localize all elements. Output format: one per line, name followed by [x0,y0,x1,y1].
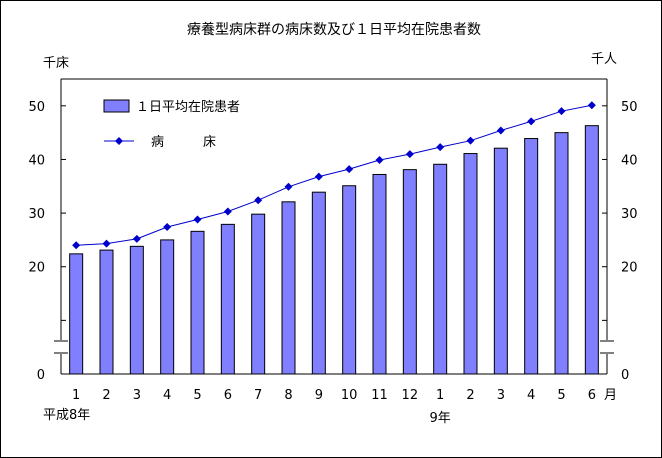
x-tick-label: 3 [133,388,141,403]
bar [129,245,144,375]
year-label: 平成8年 [43,408,90,423]
bar [311,191,326,375]
x-tick-label: 6 [224,388,232,403]
bar [554,132,569,375]
left-axis-tick-labels: 0 20 30 40 50 [28,100,45,383]
line-point [102,239,111,248]
line-point [72,241,81,250]
bar [524,138,539,375]
x-tick-label: 1 [436,388,444,403]
left-tick-label: 30 [28,207,45,222]
right-axis-tick-marks [602,105,607,375]
line-point [314,172,323,181]
x-tick-label: 7 [254,388,262,403]
line-point [496,126,505,135]
left-tick-label: 20 [28,261,45,276]
left-axis-tick-marks [61,105,66,375]
bar [493,147,508,375]
bar [402,169,417,375]
bar [69,253,84,375]
bar [433,163,448,375]
x-tick-label: 4 [527,388,535,403]
month-suffix: 月 [604,388,617,403]
x-tick-label: 3 [497,388,505,403]
x-tick-label: 12 [402,388,419,403]
line-point [557,107,566,116]
legend: １日平均在院患者 病 床 [103,99,240,150]
left-axis-unit: 千床 [43,56,69,71]
left-tick-label: 40 [28,153,45,168]
x-tick-label: 6 [588,388,596,403]
legend-line-label: 病 床 [151,135,216,150]
right-axis-break [600,340,614,354]
right-axis-tick-labels: 0 20 30 40 50 [621,100,638,383]
bar [281,201,296,375]
bar [220,223,235,375]
x-tick-label: 10 [341,388,358,403]
line-point [132,234,141,243]
legend-bar-label: １日平均在院患者 [136,100,240,115]
x-tick-label: 5 [557,388,565,403]
left-tick-label: 0 [37,368,45,383]
right-tick-label: 0 [621,368,629,383]
line-point [436,143,445,152]
line-series [72,101,596,250]
line-point [527,117,536,126]
year-label: 9年 [430,411,451,426]
x-tick-label: 4 [163,388,171,403]
line-point [466,136,475,145]
bar [160,239,175,375]
line-point [284,182,293,191]
x-tick-label: 2 [102,388,110,403]
left-axis-break [54,340,68,354]
year-labels: 平成8年 9年 [43,408,451,426]
left-tick-label: 50 [28,100,45,115]
line-point [193,215,202,224]
line-point [375,155,384,164]
bar [251,213,266,375]
bar [190,230,205,375]
x-tick-label: 1 [72,388,80,403]
line-point [223,207,232,216]
x-tick-label: 2 [466,388,474,403]
line-point [163,223,172,232]
x-tick-label: 8 [284,388,292,403]
right-tick-label: 30 [621,207,638,222]
line-point [254,196,263,205]
line-point [405,150,414,159]
line-path [76,104,592,246]
x-axis-tick-labels: 1 2 3 4 5 6 7 8 9 10 11 12 1 2 3 4 5 6 [72,388,596,403]
line-point [587,101,596,110]
legend-line-marker [115,137,123,145]
line-point [345,165,354,174]
bar [99,249,114,375]
right-tick-label: 50 [621,100,638,115]
right-tick-label: 40 [621,153,638,168]
bar-series [69,125,599,375]
chart-title: 療養型病床群の病床数及び１日平均在院患者数 [187,21,481,38]
x-tick-label: 11 [371,388,388,403]
bar [372,173,387,375]
right-axis-unit: 千人 [591,52,617,67]
legend-bar-swatch [103,99,130,113]
x-tick-label: 9 [315,388,323,403]
x-tick-label: 5 [193,388,201,403]
bar [342,185,357,375]
bar [463,153,478,375]
right-tick-label: 20 [621,261,638,276]
bar [584,125,599,375]
